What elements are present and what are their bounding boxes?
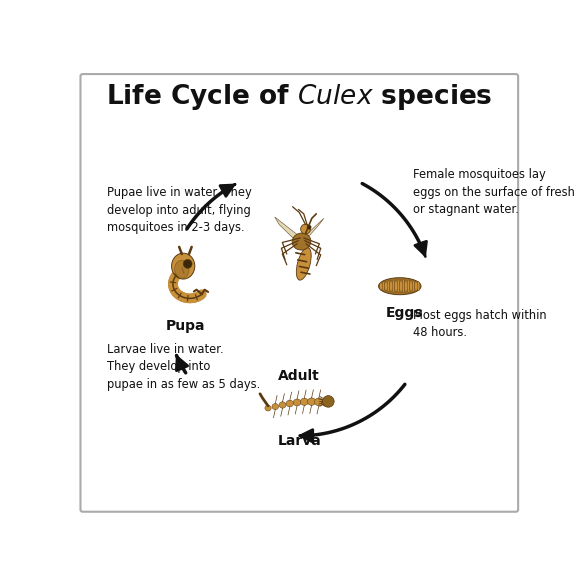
Polygon shape — [274, 217, 301, 241]
Ellipse shape — [417, 281, 420, 291]
Ellipse shape — [387, 281, 390, 292]
Ellipse shape — [183, 259, 192, 269]
Ellipse shape — [397, 280, 400, 293]
Ellipse shape — [301, 224, 311, 234]
Ellipse shape — [405, 280, 408, 293]
Text: Most eggs hatch within
48 hours.: Most eggs hatch within 48 hours. — [413, 309, 547, 339]
Ellipse shape — [307, 225, 311, 229]
Text: Larva: Larva — [277, 434, 321, 448]
Ellipse shape — [265, 405, 271, 411]
Ellipse shape — [395, 280, 397, 293]
Text: Larvae live in water.
They develop into
pupae in as few as 5 days.: Larvae live in water. They develop into … — [107, 343, 260, 390]
Polygon shape — [305, 218, 324, 240]
Ellipse shape — [399, 280, 402, 293]
Ellipse shape — [380, 282, 383, 290]
Ellipse shape — [415, 281, 418, 291]
Text: Pupae live in water. They
develop into adult, flying
mosquitoes in 2-3 days.: Pupae live in water. They develop into a… — [107, 186, 252, 234]
Ellipse shape — [322, 396, 334, 407]
Ellipse shape — [390, 280, 392, 292]
Ellipse shape — [378, 278, 421, 295]
Text: Life Cycle of $\mathit{Culex}$ species: Life Cycle of $\mathit{Culex}$ species — [106, 82, 492, 113]
Ellipse shape — [172, 253, 195, 279]
Ellipse shape — [322, 398, 331, 407]
Text: Adult: Adult — [279, 368, 320, 383]
Ellipse shape — [286, 400, 293, 407]
Ellipse shape — [382, 281, 385, 291]
Ellipse shape — [385, 281, 387, 291]
Ellipse shape — [175, 260, 189, 278]
Ellipse shape — [296, 248, 311, 280]
Ellipse shape — [300, 398, 308, 405]
Ellipse shape — [279, 402, 286, 408]
Ellipse shape — [402, 280, 405, 293]
Text: Pupa: Pupa — [166, 320, 205, 334]
Ellipse shape — [272, 404, 279, 409]
Ellipse shape — [315, 398, 323, 406]
Ellipse shape — [292, 233, 311, 250]
FancyBboxPatch shape — [81, 74, 518, 512]
Ellipse shape — [407, 280, 410, 292]
Ellipse shape — [392, 280, 395, 292]
Ellipse shape — [293, 399, 301, 406]
Ellipse shape — [307, 398, 316, 405]
Ellipse shape — [412, 281, 415, 292]
Text: Female mosquitoes lay
eggs on the surface of fresh
or stagnant water.: Female mosquitoes lay eggs on the surfac… — [413, 168, 575, 216]
Ellipse shape — [410, 280, 412, 292]
Text: Eggs: Eggs — [385, 306, 423, 320]
